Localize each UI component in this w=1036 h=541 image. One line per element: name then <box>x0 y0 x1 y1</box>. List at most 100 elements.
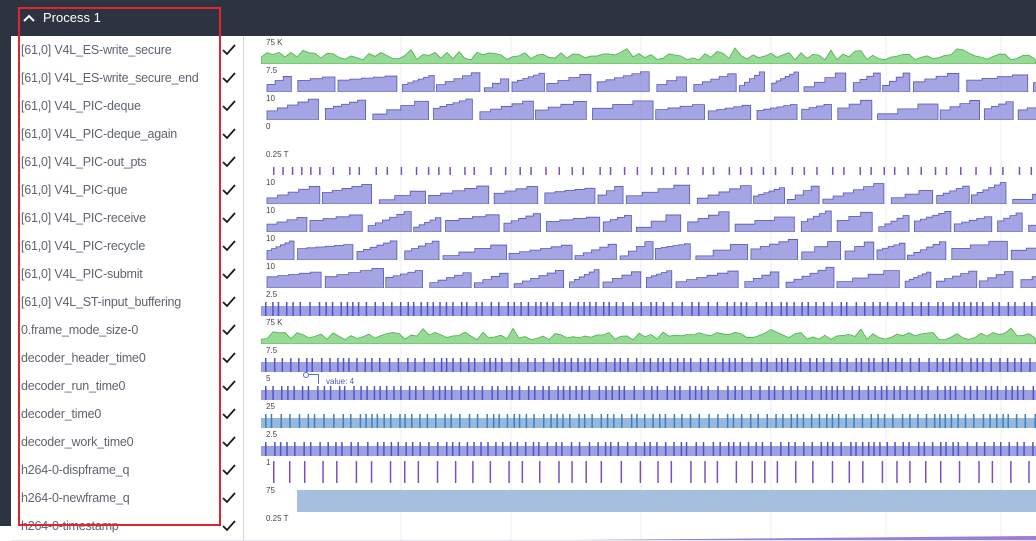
track-svg <box>400 120 1002 148</box>
series-bar <box>411 442 414 456</box>
track-row[interactable]: h264-0-newframe_q 75 <box>11 484 1036 513</box>
column-divider <box>243 288 244 316</box>
checkmark-icon[interactable] <box>221 126 237 142</box>
series-bar <box>643 442 646 456</box>
track-row[interactable]: 0.frame_mode_size-0 75 K <box>11 316 1036 345</box>
series-bar <box>445 442 448 456</box>
series-step <box>953 216 993 232</box>
series-bar <box>373 386 376 400</box>
series-bar <box>516 442 519 456</box>
series-bar <box>815 302 817 316</box>
checkmark-icon[interactable] <box>221 434 237 450</box>
track-chart[interactable]: 75 <box>261 484 1036 512</box>
checkmark-icon[interactable] <box>221 42 237 58</box>
track-chart[interactable]: 75 K <box>261 36 1036 64</box>
series-step <box>404 240 440 260</box>
checkmark-icon[interactable] <box>221 210 237 226</box>
track-chart[interactable]: 10 <box>261 204 1036 232</box>
checkmark-icon[interactable] <box>221 378 237 394</box>
track-chart[interactable]: 0.25 T <box>261 148 1036 176</box>
track-chart[interactable]: 10 <box>261 92 1036 120</box>
track-chart[interactable]: 10 <box>261 260 1036 288</box>
left-gutter <box>0 0 11 526</box>
track-row[interactable]: [61,0] V4L_PIC-recycle 10 <box>11 232 1036 261</box>
checkmark-icon[interactable] <box>221 182 237 198</box>
checkmark-icon[interactable] <box>221 154 237 170</box>
series-bar <box>860 358 863 372</box>
track-row[interactable]: [61,0] V4L_PIC-deque_again 0 <box>11 120 1036 149</box>
series-bar <box>732 442 735 456</box>
series-bar <box>557 386 559 400</box>
series-bar <box>780 442 782 456</box>
track-row[interactable]: [61,0] V4L_PIC-out_pts 0.25 T <box>11 148 1036 177</box>
series-bar <box>467 386 470 400</box>
checkmark-icon[interactable] <box>221 294 237 310</box>
series-bar <box>270 414 273 428</box>
track-chart[interactable]: 7.5 <box>261 64 1036 92</box>
checkmark-icon[interactable] <box>221 462 237 478</box>
chevron-up-icon[interactable] <box>21 10 37 26</box>
series-tick <box>403 461 406 483</box>
series-bar <box>822 302 825 316</box>
track-chart[interactable]: 10 <box>261 176 1036 204</box>
series-step <box>687 211 730 232</box>
series-baseline <box>261 446 1036 456</box>
series-bar <box>467 358 470 372</box>
series-bar <box>581 386 583 400</box>
track-row[interactable]: decoder_time0 25 <box>11 400 1036 429</box>
track-chart[interactable]: 0.25 T <box>261 512 1036 540</box>
track-row[interactable]: [61,0] V4L_ST-input_buffering 2.5 <box>11 288 1036 317</box>
track-chart[interactable]: 2.5 <box>261 288 1036 316</box>
track-chart[interactable]: 75 K <box>261 316 1036 344</box>
track-chart[interactable]: 5 <box>261 372 1036 400</box>
track-chart[interactable]: 1 <box>261 456 1036 484</box>
track-row[interactable]: h264-0-timestamp 0.25 T <box>11 512 1036 541</box>
series-tick <box>571 461 573 483</box>
series-bar <box>292 302 294 316</box>
track-svg <box>266 92 1036 120</box>
series-bar <box>643 414 646 428</box>
series-bar <box>558 358 560 372</box>
track-chart[interactable]: 2.5 <box>261 428 1036 456</box>
series-bar <box>902 442 904 456</box>
checkmark-icon[interactable] <box>221 406 237 422</box>
series-step <box>324 268 384 288</box>
track-row[interactable]: [61,0] V4L_PIC-deque 10 <box>11 92 1036 121</box>
checkmark-icon[interactable] <box>221 518 237 534</box>
checkmark-icon[interactable] <box>221 266 237 282</box>
series-bar <box>917 442 920 456</box>
series-bar <box>1022 386 1025 400</box>
series-bar <box>656 386 659 400</box>
process-header[interactable]: Process 1 <box>11 0 1036 36</box>
series-bar <box>845 414 847 428</box>
series-bar <box>855 302 858 316</box>
series-bar <box>802 414 805 428</box>
track-label: 0.frame_mode_size-0 <box>21 323 139 337</box>
track-row[interactable]: [61,0] V4L_PIC-receive 10 <box>11 204 1036 233</box>
checkmark-icon[interactable] <box>221 490 237 506</box>
track-row[interactable]: [61,0] V4L_PIC-submit 10 <box>11 260 1036 289</box>
series-step <box>675 270 739 288</box>
track-row[interactable]: decoder_header_time0 7.5 <box>11 344 1036 373</box>
series-bar <box>1007 414 1009 428</box>
track-row[interactable]: [61,0] V4L_ES-write_secure 75 K <box>11 36 1036 65</box>
track-row[interactable]: decoder_run_time0 5 <box>11 372 1036 401</box>
series-bar <box>513 302 515 316</box>
checkmark-icon[interactable] <box>221 350 237 366</box>
series-bar <box>989 414 991 428</box>
checkmark-icon[interactable] <box>221 238 237 254</box>
track-chart[interactable]: 7.5 <box>261 344 1036 372</box>
track-chart[interactable]: 10 <box>261 232 1036 260</box>
checkmark-icon[interactable] <box>221 322 237 338</box>
track-row[interactable]: [61,0] V4L_PIC-que 10 <box>11 176 1036 205</box>
track-chart[interactable]: 25 <box>261 400 1036 428</box>
track-row[interactable]: [61,0] V4L_ES-write_secure_end 7.5 <box>11 64 1036 93</box>
checkmark-icon[interactable] <box>221 98 237 114</box>
series-tick <box>336 461 338 483</box>
track-row[interactable]: decoder_work_time0 2.5 <box>11 428 1036 457</box>
track-row[interactable]: h264-0-dispframe_q 1 <box>11 456 1036 485</box>
checkmark-icon[interactable] <box>221 70 237 86</box>
series-step <box>801 103 832 120</box>
track-chart[interactable]: 0 <box>261 120 1036 148</box>
series-tick <box>907 167 909 175</box>
